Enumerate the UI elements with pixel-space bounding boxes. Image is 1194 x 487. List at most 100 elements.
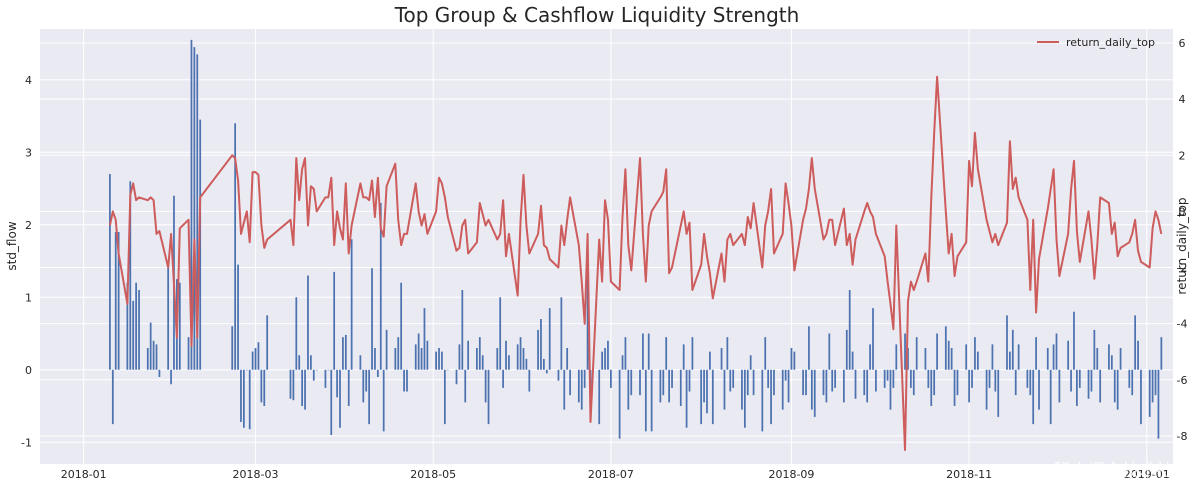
bar [138,290,140,370]
bar [720,348,723,370]
bar [930,369,933,406]
bar [243,369,245,428]
bar [892,369,895,388]
bar [671,369,673,388]
bar [971,369,973,388]
bar [726,337,729,370]
bar [1009,351,1011,370]
y2-tick-label: -2 [1177,262,1188,275]
bar [618,369,621,439]
bar [563,369,566,410]
bar [1073,311,1075,370]
bar [516,344,519,370]
bar [679,369,682,406]
bar [976,351,979,370]
bar [566,348,569,370]
bar [950,348,953,370]
bar [770,369,772,425]
bar [1113,369,1116,403]
bar [761,369,764,432]
bar [1014,369,1017,396]
bar [1099,369,1102,403]
bar [327,369,330,371]
bar [438,348,440,370]
bar [307,275,309,370]
bar [825,369,828,403]
bar [1140,369,1142,425]
bar [889,369,892,410]
x-tick-label: 2019-01 [1124,468,1170,481]
bar [1090,369,1093,392]
bar [1076,369,1078,406]
bar [152,340,155,370]
bar [1032,369,1035,425]
bar [1029,369,1032,396]
bar [746,369,749,396]
bar [441,351,443,370]
bar [915,337,918,370]
bar [1055,333,1058,370]
bar [365,369,368,392]
y2-tick-label: 6 [1179,37,1186,50]
bar [741,369,743,410]
bar [953,369,956,406]
bar [231,326,234,370]
bar [350,239,353,370]
bar [886,369,889,381]
bar [1110,355,1113,370]
bar [1026,369,1029,388]
bar [362,369,365,403]
bar [312,369,315,381]
bar [248,369,251,430]
x-tick-label: 2018-07 [588,468,634,481]
bar [875,369,877,392]
bar [478,337,481,370]
bar [394,348,397,370]
bar [1046,348,1049,370]
bar [569,369,571,396]
bar [414,344,417,370]
watermark: @稀土掘金技术社区 [1037,461,1190,481]
bar [292,369,295,401]
bar [577,369,580,403]
y-axis-ticks: -1 0 1 2 3 4 [21,74,32,450]
bar [997,369,1000,417]
bar [1148,369,1151,417]
bar [251,351,254,370]
bar [650,369,653,432]
y2-tick-label: 4 [1179,93,1186,106]
bar [464,369,467,403]
bar [834,369,837,388]
bar [484,369,487,403]
bar [1128,369,1131,388]
bar [831,369,834,392]
bar [1087,369,1090,399]
bar [257,342,260,370]
bar [723,369,726,410]
bar [988,369,991,388]
y-tick-label: 0 [25,364,32,377]
bar [1116,369,1119,410]
bar [956,369,959,396]
bar [1035,337,1037,370]
bar [895,344,898,370]
bar [149,322,152,370]
bar [790,348,793,370]
bar [403,369,405,392]
bar [336,369,338,398]
bar [845,329,848,370]
bar [371,268,373,370]
bar [379,203,382,370]
bar [417,333,420,370]
bar [802,369,804,396]
bar [688,369,691,392]
bar [711,369,714,425]
y-tick-label: 4 [25,74,32,87]
bar [642,333,644,370]
bar [109,174,111,370]
bar [374,348,376,370]
bar [245,369,248,371]
bar [557,369,560,381]
bar [924,348,927,370]
